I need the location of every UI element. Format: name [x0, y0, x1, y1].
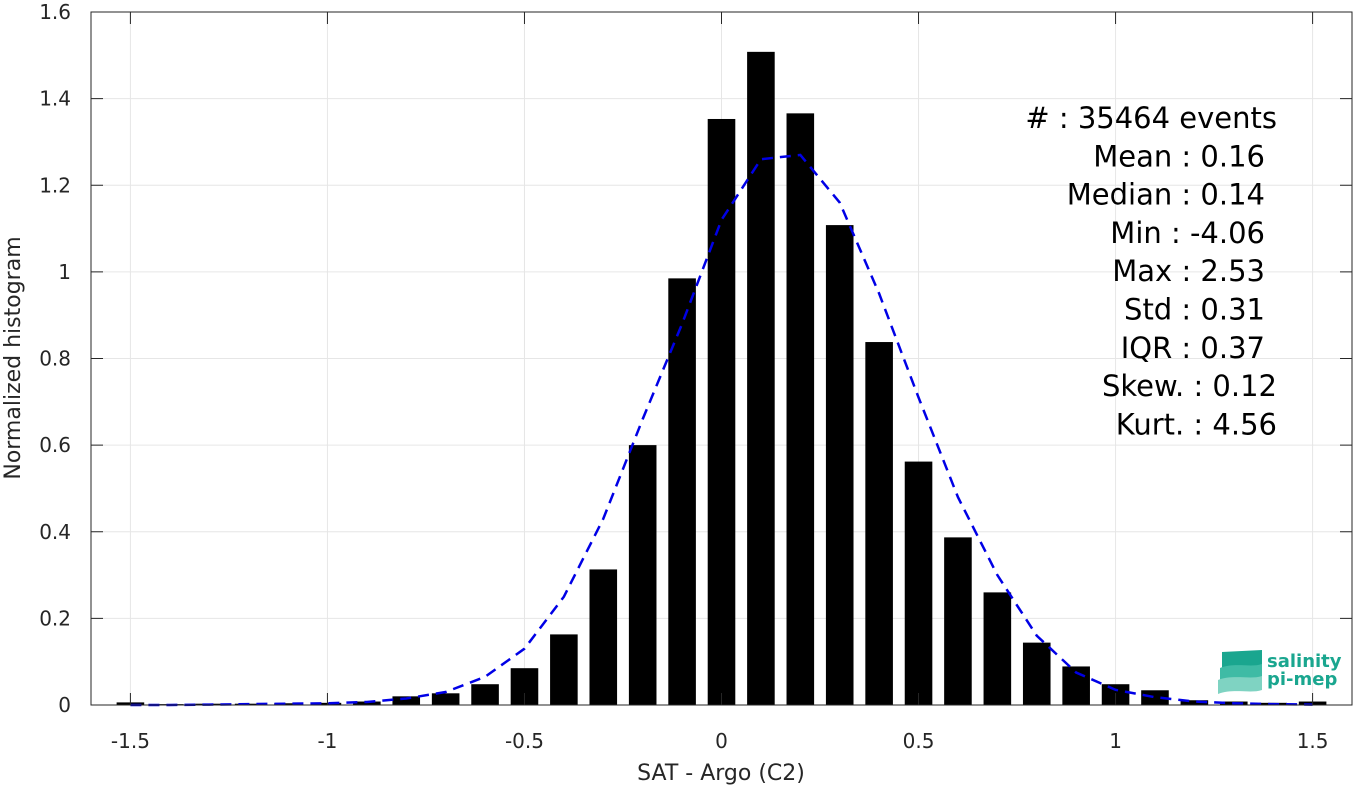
- bar-9: [471, 684, 499, 705]
- y-tick-label-1: 0.2: [39, 606, 71, 630]
- logo-waves-icon: [1218, 650, 1262, 694]
- bar-7: [392, 696, 421, 705]
- histogram-bars: [116, 51, 1327, 706]
- y-tick-label-5: 1: [58, 260, 71, 284]
- logo-line2: pi-mep: [1267, 669, 1337, 690]
- stat-line-5: Std : 0.31: [1124, 293, 1265, 327]
- x-tick-label-0: -1.5: [111, 729, 150, 753]
- stat-line-7: Skew. : 0.12: [1102, 369, 1277, 403]
- x-tick-label-3: 0: [715, 729, 728, 753]
- logo-line1: salinity: [1267, 651, 1342, 672]
- x-tick-label-6: 1.5: [1297, 729, 1329, 753]
- bar-14: [668, 278, 696, 705]
- axes-frame: [90, 11, 1353, 706]
- stat-line-8: Kurt. : 4.56: [1116, 407, 1277, 441]
- bar-20: [904, 461, 933, 705]
- stat-line-6: IQR : 0.37: [1121, 331, 1265, 365]
- stats-annotation: # : 35464 events Mean : 0.16 Median : 0.14…: [1025, 101, 1277, 441]
- x-tick-label-2: -0.5: [505, 729, 544, 753]
- y-tick-label-4: 0.8: [39, 347, 71, 371]
- bar-18: [825, 225, 854, 705]
- y-tick-label-7: 1.4: [39, 87, 71, 111]
- bar-8: [431, 693, 460, 705]
- stat-line-3: Min : -4.06: [1110, 216, 1265, 250]
- y-tick-label-0: 0: [58, 693, 71, 717]
- bar-22: [983, 592, 1012, 705]
- bar-26: [1141, 690, 1169, 705]
- x-tick-label-5: 1: [1109, 729, 1122, 753]
- bar-27: [1180, 700, 1209, 705]
- bar-11: [550, 634, 578, 705]
- bar-6: [353, 701, 381, 705]
- bar-19: [865, 342, 893, 705]
- bar-13: [628, 445, 657, 705]
- stat-line-4: Max : 2.53: [1112, 254, 1265, 288]
- stat-line-0: # : 35464 events: [1025, 101, 1277, 135]
- bar-23: [1022, 642, 1051, 705]
- fit-curve-group: [130, 153, 1313, 707]
- bar-12: [589, 569, 618, 705]
- salinity-pi-mep-logo: salinity pi-mep: [1218, 650, 1342, 694]
- y-tick-label-6: 1.2: [39, 173, 71, 197]
- x-tick-label-4: 0.5: [903, 729, 935, 753]
- bar-21: [944, 537, 972, 705]
- y-tick-label-2: 0.4: [39, 520, 71, 544]
- y-tick-labels: 0 0.2 0.4 0.6 0.8 1 1.2 1.4 1.6: [39, 0, 71, 717]
- bar-17: [786, 113, 815, 705]
- stat-line-1: Mean : 0.16: [1093, 139, 1265, 173]
- x-tick-label-1: -1: [317, 729, 337, 753]
- bar-16: [747, 51, 775, 706]
- y-tick-label-8: 1.6: [39, 0, 71, 24]
- y-axis-label: Normalized histogram: [1, 236, 26, 479]
- bar-15: [707, 118, 736, 705]
- y-tick-label-3: 0.6: [39, 433, 71, 457]
- x-axis-label: SAT - Argo (C2): [637, 761, 805, 786]
- stat-line-2: Median : 0.14: [1067, 178, 1265, 212]
- x-tick-labels: -1.5 -1 -0.5 0 0.5 1 1.5: [111, 729, 1329, 753]
- bar-4: [274, 703, 302, 705]
- fit-curve-line: [130, 153, 1313, 707]
